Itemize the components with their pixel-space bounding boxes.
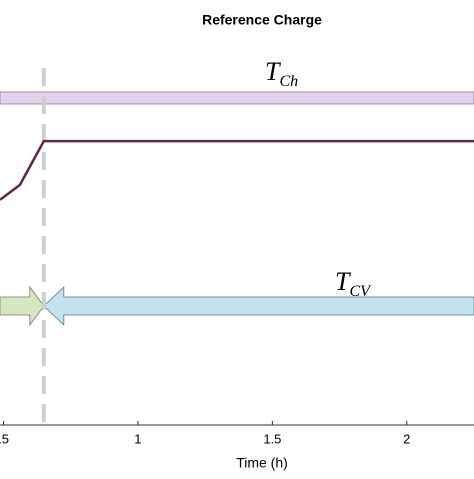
annotation-main: T <box>335 267 351 296</box>
x-tick-label: 1.5 <box>263 431 281 446</box>
x-tick-label: 1 <box>134 431 141 446</box>
annotation-main: T <box>265 57 281 86</box>
annotation: TCV <box>335 267 372 300</box>
charge-band <box>0 91 474 105</box>
precharge-arrow <box>0 285 45 327</box>
annotation-sub: CV <box>349 283 372 300</box>
x-axis-label: Time (h) <box>236 455 288 471</box>
annotation: TCh <box>265 57 298 90</box>
series-line <box>0 139 474 201</box>
x-tick-label: .5 <box>0 431 9 446</box>
x-tick-label: 2 <box>403 431 410 446</box>
cv-arrow <box>43 286 474 326</box>
chart-title: Reference Charge <box>202 12 322 28</box>
annotation-sub: Ch <box>279 73 298 90</box>
